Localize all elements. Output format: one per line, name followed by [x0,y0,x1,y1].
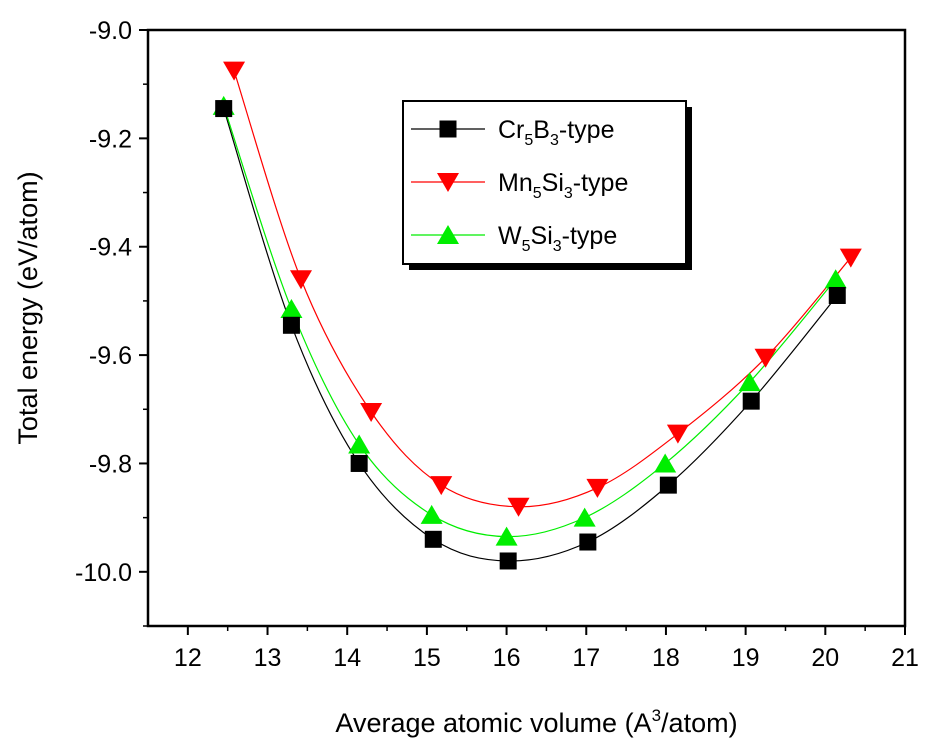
legend-label-part: -type [573,169,629,197]
data-markers [212,61,862,570]
series-1-point [754,348,777,368]
series-1-point [430,476,453,496]
series-0-point [499,552,517,570]
series-0-point [579,533,597,551]
legend-label-part: Si [531,222,553,250]
y-tick-label: -9.0 [89,17,132,45]
legend-label-subscript: 5 [533,185,542,202]
legend-label-part: -type [562,222,618,250]
legend-label-part: -type [559,116,615,144]
x-axis-title: Average atomic volume (A3/atom) [335,706,737,738]
x-axis-title-unit: /atom) [661,708,738,738]
x-tick-label: 15 [413,644,441,672]
series-1-point [839,248,862,268]
y-tick-label: -9.2 [89,125,132,153]
legend-marker [437,225,459,244]
series-0-point [350,454,368,472]
series-2-point [280,299,303,319]
series-0-point [742,392,760,410]
x-axis: 12 13 14 15 16 17 18 19 20 21 [174,626,919,672]
x-axis-title-superscript: 3 [652,706,661,725]
x-tick-label: 18 [652,644,680,672]
x-tick-label: 12 [174,644,202,672]
x-tick-label: 19 [732,644,760,672]
legend-marker [437,173,459,192]
y-tick-label: -10.0 [75,559,132,587]
series-2-point [495,526,518,546]
legend-label-part: Mn [498,169,533,197]
series-1-point [586,478,609,498]
series-0-point [828,286,846,304]
series-1-point [360,402,383,422]
legend-label-subscript: 3 [553,238,562,255]
series-2-point [824,269,847,289]
y-tick-label: -9.4 [89,234,132,262]
series-2-point [348,434,371,454]
legend-label-part: Si [542,169,564,197]
x-tick-label: 16 [493,644,521,672]
legend-label-part: B [533,116,550,144]
y-axis: -9.0 -9.2 -9.4 -9.6 -9.8 -10.0 [75,17,148,627]
legend-label: Cr5B3-type [498,116,614,149]
series-1-point [666,424,689,444]
legend-label-part: W [498,222,522,250]
legend-label-subscript: 3 [564,185,573,202]
series-1-point [289,270,312,290]
y-tick-label: -9.6 [89,342,132,370]
plot-frame [146,28,907,628]
x-tick-label: 13 [254,644,282,672]
series-2-point [654,453,677,473]
series-1-point [507,497,530,517]
y-axis-title: Total energy (eV/atom) [13,171,43,444]
series-0-point [215,100,233,118]
series-2-point [573,507,596,527]
legend-label-subscript: 3 [550,132,559,149]
series-1-point [223,61,246,81]
x-tick-label: 20 [811,644,839,672]
series-0-point [424,530,442,548]
x-tick-label: 17 [572,644,600,672]
legend-label: Mn5Si3-type [498,169,628,202]
legend-label-part: Cr [498,116,524,144]
series-2-point [420,504,443,524]
y-tick-label: -9.8 [89,450,132,478]
legend-label: W5Si3-type [498,222,617,255]
x-tick-label: 14 [333,644,361,672]
legend-label-subscript: 5 [522,238,531,255]
x-tick-label: 21 [891,644,919,672]
x-axis-title-main: Average atomic volume (A [335,708,651,738]
legend-marker [439,120,457,138]
series-0-point [282,316,300,334]
series-2-point [738,372,761,392]
legend-label-subscript: 5 [524,132,533,149]
series-0-point [659,476,677,494]
